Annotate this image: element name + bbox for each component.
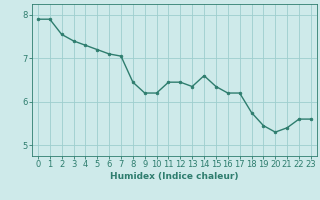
X-axis label: Humidex (Indice chaleur): Humidex (Indice chaleur) — [110, 172, 239, 181]
